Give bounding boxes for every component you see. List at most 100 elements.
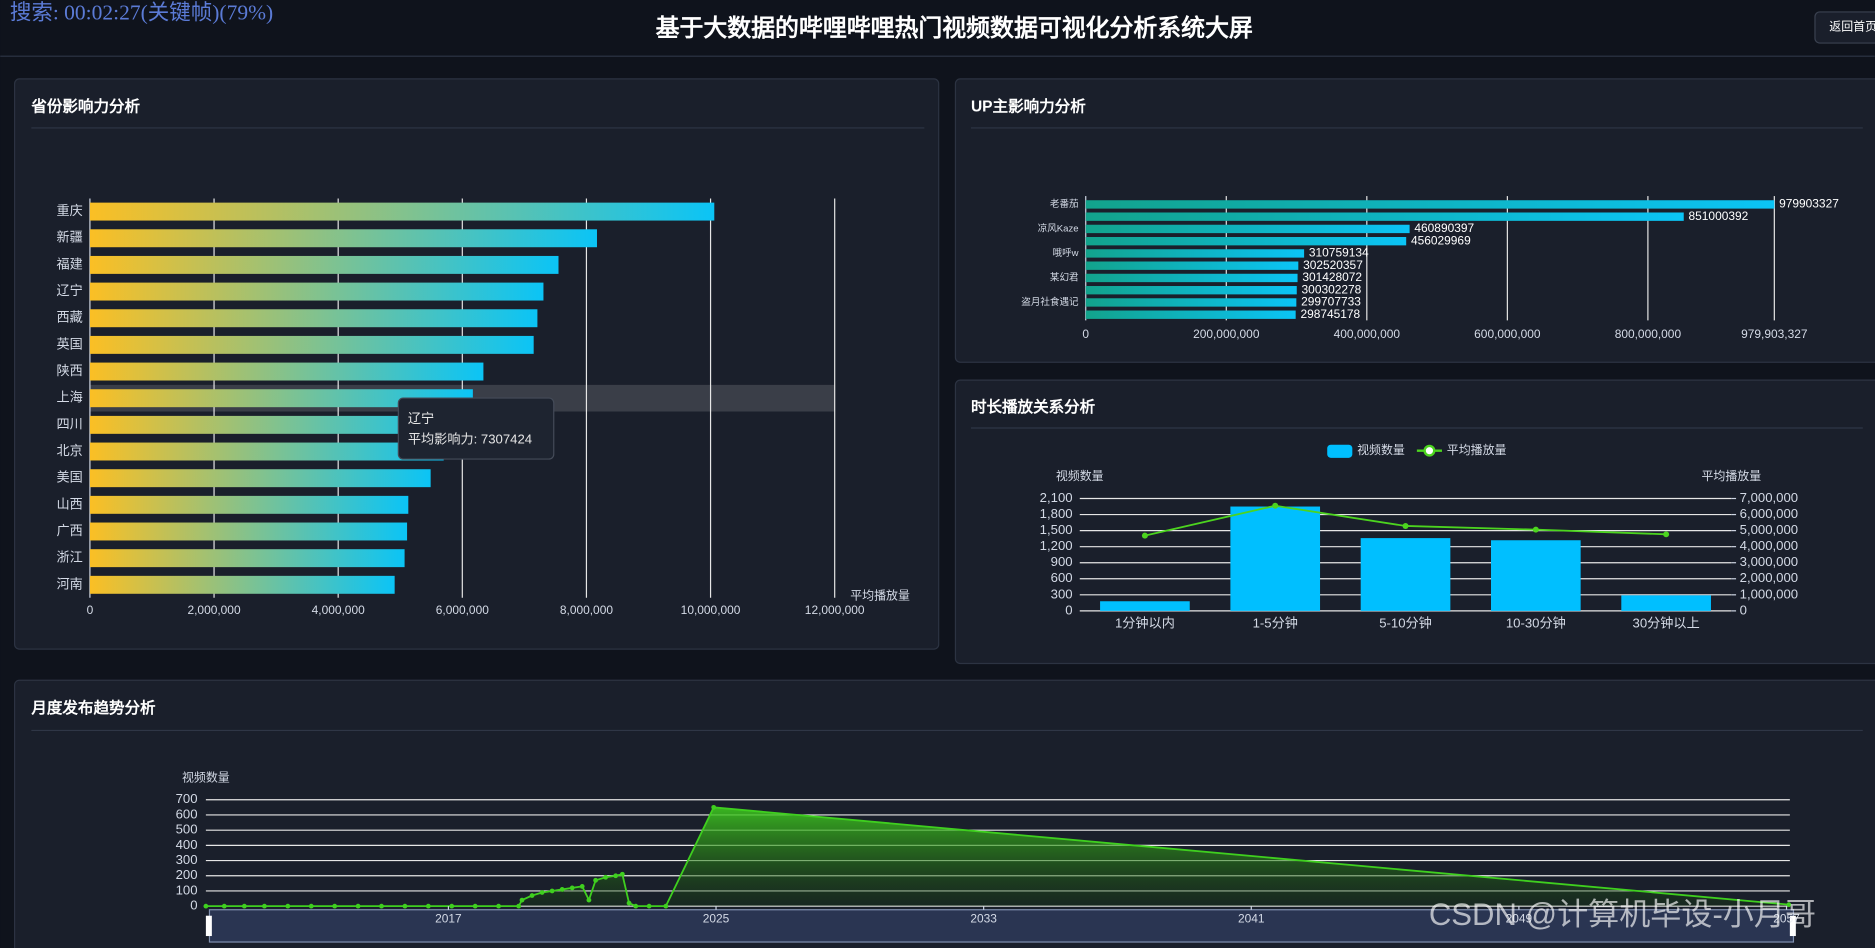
bar	[89, 415, 460, 434]
bar	[1360, 538, 1451, 611]
y-tick-label: 辽宁	[56, 282, 82, 298]
line-point	[472, 903, 478, 909]
legend-swatch[interactable]	[1327, 444, 1353, 458]
bar	[1085, 298, 1297, 307]
y-tick-label: 300	[176, 852, 198, 867]
bar	[1085, 310, 1296, 319]
bar	[89, 549, 405, 568]
bar	[1085, 224, 1410, 234]
bar	[89, 309, 538, 328]
y-tick-label: 哦呼w	[1053, 247, 1079, 259]
x-tick-label: 2017	[435, 911, 462, 925]
line-point	[1272, 502, 1279, 509]
bar	[1085, 200, 1775, 209]
data-label: 851000392	[1689, 209, 1749, 223]
x-tick-label: 2041	[1238, 911, 1265, 925]
zoom-handle[interactable]	[205, 915, 212, 937]
line-point	[619, 871, 625, 877]
x-tick-label: 4,000,000	[312, 603, 365, 617]
bar	[89, 282, 544, 301]
legend-label[interactable]: 视频数量	[1357, 442, 1405, 457]
panel-title: 时长播放关系分析	[971, 397, 1096, 416]
bar	[89, 389, 473, 408]
bar	[89, 362, 484, 381]
bar	[89, 522, 408, 541]
line-point	[355, 903, 361, 909]
x-tick-label: 6,000,000	[436, 603, 489, 617]
x-tick-label: 200,000,000	[1193, 327, 1260, 341]
line-point	[539, 890, 545, 895]
y-tick-label: 900	[1051, 554, 1073, 569]
bar	[1085, 212, 1684, 221]
y-tick-label: 700	[176, 791, 198, 806]
line-point	[262, 903, 267, 909]
y2-tick-label: 1,000,000	[1740, 586, 1798, 601]
y-tick-label: 2,100	[1040, 490, 1073, 505]
data-label: 310759134	[1309, 246, 1369, 260]
back-button[interactable]	[1814, 11, 1875, 44]
bar	[1085, 249, 1305, 258]
line-point	[529, 893, 535, 898]
y-tick-label: 英国	[56, 336, 82, 351]
line-point	[241, 903, 247, 909]
bar	[1085, 261, 1299, 270]
line-point	[711, 804, 717, 810]
data-label: 302520357	[1303, 258, 1363, 272]
x-tick-label: 2049	[1506, 911, 1533, 925]
y2-tick-label: 3,000,000	[1740, 554, 1798, 569]
line-point	[402, 903, 408, 909]
y-tick-label: 北京	[56, 443, 82, 458]
x-tick-label: 10-30分钟	[1506, 614, 1566, 630]
bar	[89, 202, 715, 221]
line-point	[663, 903, 669, 909]
panel-title: UP主影响力分析	[971, 97, 1086, 116]
panel-title: 省份影响力分析	[30, 97, 140, 116]
bar	[89, 575, 395, 594]
x-tick-label: 0	[87, 603, 94, 617]
line-point	[1402, 522, 1409, 529]
line-point	[593, 877, 598, 883]
x-tick-label: 12,000,000	[805, 603, 865, 617]
line-point	[285, 903, 291, 909]
data-label: 298745178	[1300, 307, 1360, 321]
x-tick-label: 0	[1082, 327, 1089, 341]
line-point	[203, 903, 209, 909]
bar	[89, 255, 559, 274]
x-tick-label: 10,000,000	[681, 603, 741, 617]
x-tick-label: 2,000,000	[187, 603, 240, 617]
x-tick-label: 2025	[703, 911, 730, 925]
line-point	[586, 897, 592, 903]
y-tick-label: 盗月社食遇记	[1021, 296, 1079, 308]
y-tick-label: 1,800	[1040, 506, 1073, 521]
y2-tick-label: 7,000,000	[1740, 490, 1798, 505]
bar	[1085, 286, 1297, 295]
tooltip-title: 辽宁	[408, 410, 434, 426]
back-button-label[interactable]: 返回首页	[1829, 20, 1875, 34]
y-tick-label: 老番茄	[1050, 198, 1079, 210]
y-tick-label: 凉风Kaze	[1038, 222, 1079, 234]
x-tick-label: 1-5分钟	[1253, 614, 1298, 630]
line-point	[569, 885, 575, 891]
x-tick-label: 400,000,000	[1334, 327, 1401, 341]
y2-tick-label: 4,000,000	[1740, 538, 1798, 553]
zoom-handle[interactable]	[1789, 915, 1796, 937]
y-tick-label: 200	[176, 867, 198, 882]
y-tick-label: 0	[1065, 602, 1072, 617]
bar	[89, 335, 534, 354]
legend-label[interactable]: 平均播放量	[1447, 442, 1507, 457]
line-point	[425, 903, 431, 909]
y-tick-label: 重庆	[56, 203, 82, 218]
x-tick-label: 1分钟以内	[1115, 614, 1175, 630]
y-axis-name: 视频数量	[182, 769, 230, 784]
overlays: 搜索: 00:02:27(关键帧)(79%) CSDN @计算机毕设-小月哥	[10, 0, 1816, 932]
y-tick-label: 美国	[56, 470, 82, 485]
y-axis-name: 视频数量	[1056, 468, 1104, 483]
y2-tick-label: 0	[1740, 602, 1747, 617]
y-tick-label: 1,200	[1040, 538, 1073, 553]
line-point	[559, 887, 565, 892]
charts: 0 2,000,000 4,000,000 6,000,000 8,000,000 10,…	[56, 196, 1839, 943]
line-point	[379, 903, 384, 909]
bar	[89, 495, 409, 514]
